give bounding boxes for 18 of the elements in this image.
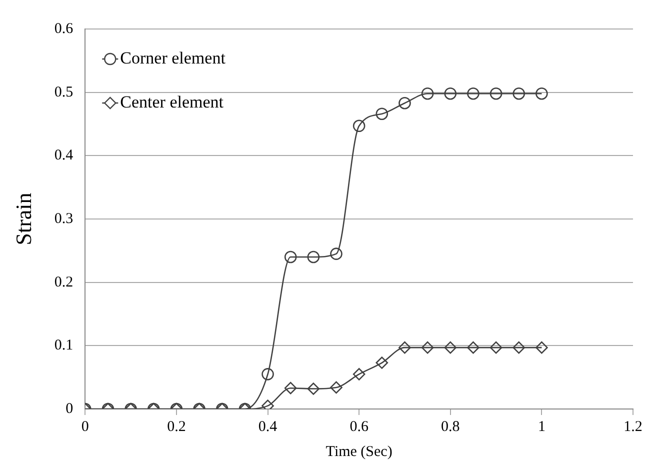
y-tick-label: 0.3: [54, 210, 74, 227]
y-axis-title: Strain: [10, 192, 36, 246]
y-tick-label: 0.2: [54, 274, 74, 290]
x-tick-label: 1.2: [624, 418, 642, 435]
y-tick-label: 0.1: [54, 338, 74, 354]
y-tick-label: 0.6: [54, 20, 74, 37]
x-tick-label: 0.2: [167, 418, 186, 435]
x-tick-label: 0.6: [350, 418, 369, 435]
legend-label: Corner element: [120, 48, 226, 68]
x-axis-title: Time (Sec): [326, 444, 392, 460]
x-tick-label: 0.8: [441, 418, 460, 435]
y-tick-label: 0: [66, 400, 74, 417]
legend-label: Center element: [120, 92, 224, 112]
x-tick-label: 0: [81, 418, 89, 435]
x-tick-label: 1: [538, 418, 546, 435]
x-tick-label: 0.4: [258, 418, 278, 435]
y-tick-label: 0.5: [54, 84, 74, 100]
y-tick-label: 0.4: [54, 148, 74, 164]
